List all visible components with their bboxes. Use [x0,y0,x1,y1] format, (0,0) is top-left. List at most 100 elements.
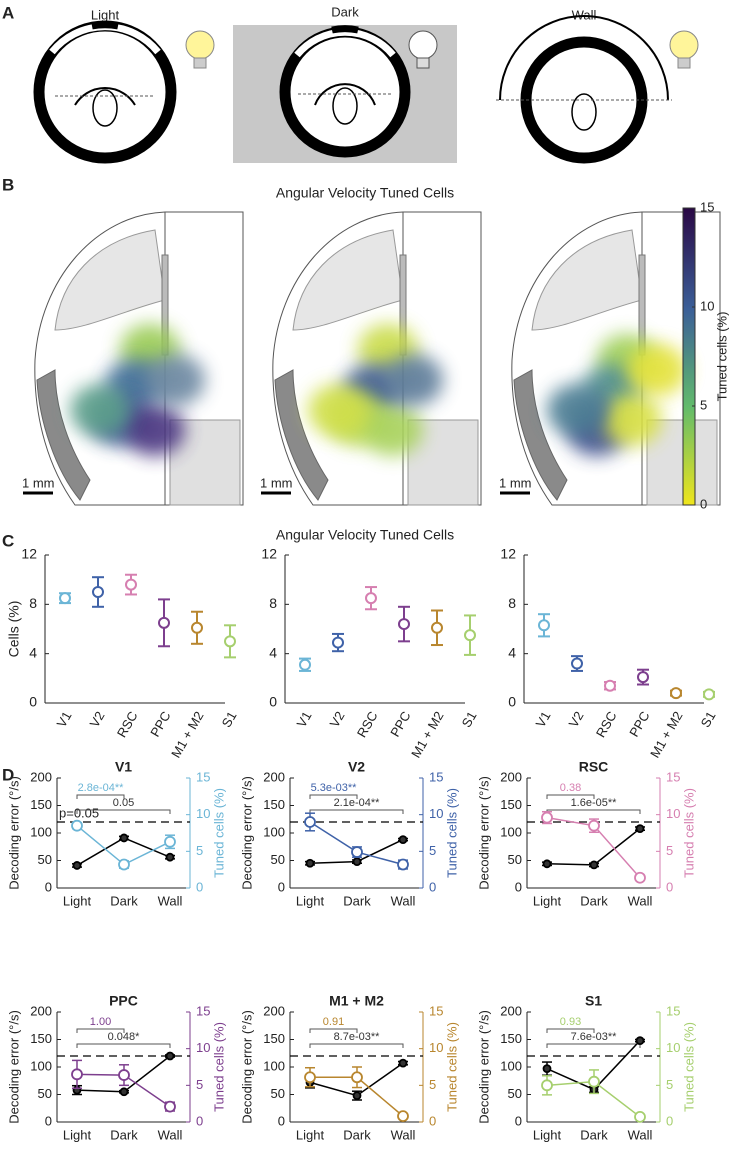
chart-title: PPC [109,993,138,1009]
y-tick-label: 12 [500,546,516,562]
y-tick-label: 8 [269,595,277,611]
point [352,1091,362,1100]
cortex-area [54,229,166,331]
x-tick-label: V2 [566,709,587,730]
condition-label: Dark [331,4,359,19]
point [224,635,236,648]
tuning-blob [125,404,185,456]
y-axis-label: Decoding error (°/s) [6,1010,21,1124]
x-tick-label: Light [296,1127,325,1142]
x-tick-label: S1 [459,709,480,730]
y-tick-label: 200 [500,769,522,784]
point [125,578,137,591]
y-tick-label: 150 [263,1031,285,1046]
y-tick-label: 100 [263,1058,285,1073]
point [299,658,311,671]
point [119,833,129,843]
brain-map: 1 mm [499,211,721,506]
y2-tick-label: 10 [196,806,210,821]
x-tick-label: Dark [580,893,608,908]
p-value: 1.6e-05** [571,797,618,809]
reference-label: p=0.05 [59,805,99,820]
p-value: 5.3e-03** [311,782,358,794]
y2-tick-label: 15 [666,769,680,784]
y-tick-label: 100 [263,824,285,839]
y2-axis-label: Tuned cells (%) [444,788,459,878]
x-tick-label: Light [296,893,325,908]
x-tick-label: Wall [391,893,416,908]
y-tick-label: 0 [278,879,285,894]
y2-tick-label: 0 [196,1113,203,1128]
y2-tick-label: 15 [429,1003,443,1018]
y2-tick-label: 5 [196,843,203,858]
point [305,858,315,868]
point [397,858,409,871]
tuning-blob [627,344,687,396]
cortex-area [407,419,479,506]
p-value: 7.6e-03** [571,1031,618,1043]
chart-title: RSC [579,759,609,775]
x-tick-label: Dark [343,1127,371,1142]
bracket [546,794,595,799]
y-tick-label: 50 [271,1086,285,1101]
y-tick-label: 8 [508,595,516,611]
x-tick-label: PPC [147,709,173,740]
colorbar-tick-label: 5 [700,397,707,412]
cortex-area [36,369,91,501]
cortex-area [169,419,241,506]
y-tick-label: 50 [38,1086,52,1101]
x-tick-label: V1 [294,709,315,730]
x-tick-label: V2 [87,709,108,730]
y-tick-label: 4 [508,644,516,660]
y-tick-label: 100 [500,1058,522,1073]
tuning-blob [308,384,368,436]
y-axis-label: Cells (%) [6,601,22,658]
y-axis-label: Decoding error (°/s) [239,776,254,890]
y-tick-label: 0 [29,694,37,710]
x-tick-label: Dark [580,1127,608,1142]
scale-bar-label: 1 mm [22,475,55,490]
panel-label: A [2,3,14,22]
y2-tick-label: 15 [196,1003,210,1018]
y2-tick-label: 0 [196,879,203,894]
y-tick-label: 150 [500,797,522,812]
point [351,846,363,858]
y-tick-label: 150 [30,1031,52,1046]
condition-label: Light [91,7,120,22]
y-tick-label: 4 [269,644,277,660]
y-tick-label: 50 [271,852,285,867]
point [165,1051,175,1061]
y-tick-label: 50 [508,1086,522,1101]
panel-title: Angular Velocity Tuned Cells [276,527,454,543]
y2-tick-label: 0 [666,879,673,894]
point [589,860,599,870]
colorbar-tick-label: 15 [700,199,714,214]
p-value: 0.93 [560,1016,581,1028]
colorbar-tick-label: 10 [700,298,714,313]
x-tick-label: Dark [343,893,371,908]
p-value: 2.1e-04** [334,797,381,809]
scale-bar-label: 1 mm [260,475,293,490]
point [158,616,170,629]
point [71,1068,83,1081]
y-tick-label: 4 [29,644,37,660]
y-tick-label: 200 [263,769,285,784]
arena-dark [279,25,438,158]
cortex-area [513,369,568,501]
panel-title: Angular Velocity Tuned Cells [276,185,454,201]
panel-label: B [2,175,14,194]
bracket [546,809,641,814]
point [119,1087,129,1097]
y2-tick-label: 5 [196,1077,203,1092]
point [571,657,583,670]
point [464,629,476,642]
y-tick-label: 50 [38,852,52,867]
brain-map: 1 mm [260,211,482,506]
panel-label: C [2,531,14,550]
y2-tick-label: 5 [666,843,673,858]
chart-title: V2 [348,759,365,775]
bracket [309,809,404,814]
y2-tick-label: 5 [666,1077,673,1092]
point [542,1064,552,1074]
